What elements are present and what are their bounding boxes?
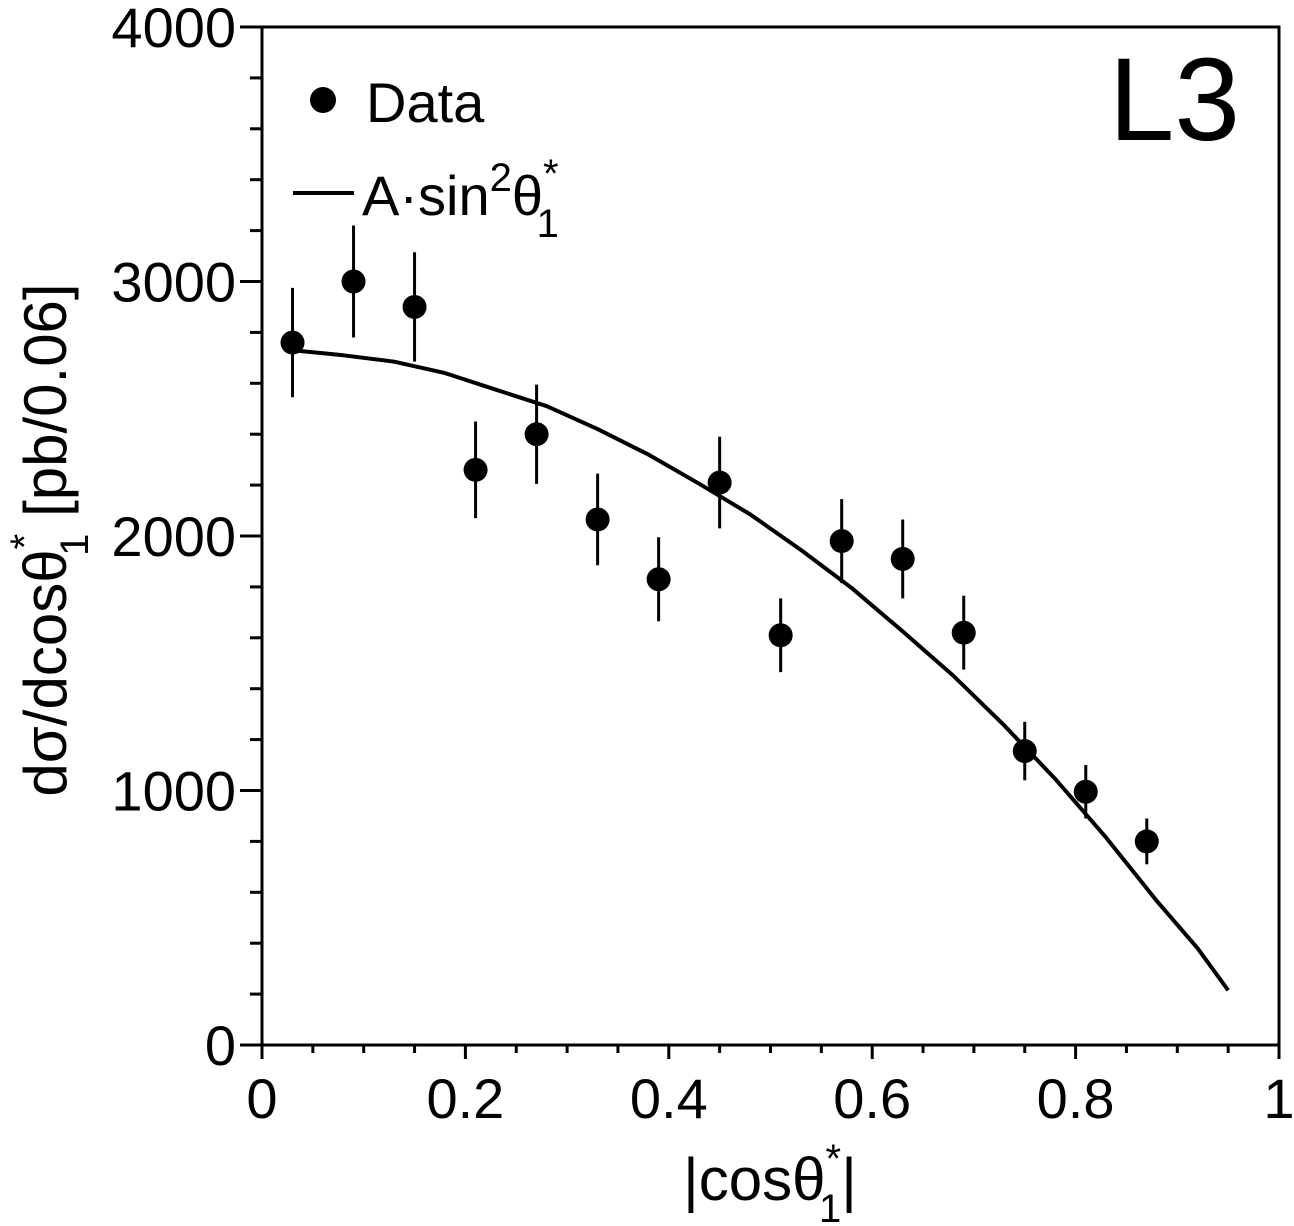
legend-fit-label: A·sin2θ* 1 xyxy=(362,152,559,246)
data-point xyxy=(951,620,976,645)
y-title-star: * xyxy=(3,534,47,550)
legend-fit-theta: θ xyxy=(512,164,543,227)
legend-data-label: Data xyxy=(366,71,485,134)
x-title-sub: 1 xyxy=(819,1187,841,1226)
x-tick-label: 0 xyxy=(246,1067,277,1130)
x-title-star: * xyxy=(825,1137,841,1181)
y-tick-label: 1000 xyxy=(111,760,236,823)
y-title-post: [pb/0.06] xyxy=(12,283,79,533)
data-point xyxy=(1012,739,1037,764)
data-point xyxy=(890,546,915,571)
x-tick-label: 1 xyxy=(1263,1067,1294,1130)
data-point xyxy=(280,330,305,355)
data-series xyxy=(280,225,1159,865)
data-point xyxy=(829,529,854,554)
x-tick-label: 0.8 xyxy=(1037,1067,1115,1130)
fit-curve xyxy=(292,348,1230,992)
legend-fit-sub: 1 xyxy=(537,202,559,246)
x-tick-label: 0.6 xyxy=(833,1067,911,1130)
legend-data-marker xyxy=(310,87,336,113)
x-title-post: | xyxy=(841,1146,857,1213)
tick-labels: 0 0.2 0.4 0.6 0.8 1 0 1000 2000 3000 4000 xyxy=(111,0,1294,1130)
data-point xyxy=(524,422,549,447)
data-point xyxy=(707,470,732,495)
data-point xyxy=(585,507,610,532)
y-axis-title: dσ/dcosθ* 1 [pb/0.06] xyxy=(3,283,97,796)
y-tick-label: 0 xyxy=(205,1014,236,1077)
legend: Data A·sin2θ* 1 xyxy=(293,71,559,246)
x-tick-label: 0.4 xyxy=(630,1067,708,1130)
data-point xyxy=(402,294,427,319)
x-title-pre: |cos xyxy=(683,1146,792,1213)
x-axis-title: |cosθ* 1| xyxy=(683,1137,857,1226)
data-point xyxy=(768,623,793,648)
x-tick-label: 0.2 xyxy=(426,1067,504,1130)
data-point xyxy=(1073,779,1098,804)
y-tick-label: 4000 xyxy=(111,0,236,59)
axis-ticks xyxy=(240,25,1281,1059)
x-title-theta: θ xyxy=(792,1146,825,1213)
legend-fit-prefix: A·sin xyxy=(362,164,490,227)
y-tick-label: 3000 xyxy=(111,251,236,314)
legend-fit-sup2: 2 xyxy=(490,156,512,200)
y-tick-label: 2000 xyxy=(111,505,236,568)
y-title-theta: θ xyxy=(12,549,79,582)
legend-fit-star: * xyxy=(543,152,559,196)
data-point xyxy=(463,457,488,482)
experiment-label: L3 xyxy=(1109,34,1240,166)
y-title-pre: dσ/dcos xyxy=(12,583,79,797)
data-point xyxy=(341,269,366,294)
y-title-sub: 1 xyxy=(53,534,97,556)
data-point xyxy=(646,567,671,592)
data-point xyxy=(1134,829,1159,854)
fit-series xyxy=(292,348,1230,992)
